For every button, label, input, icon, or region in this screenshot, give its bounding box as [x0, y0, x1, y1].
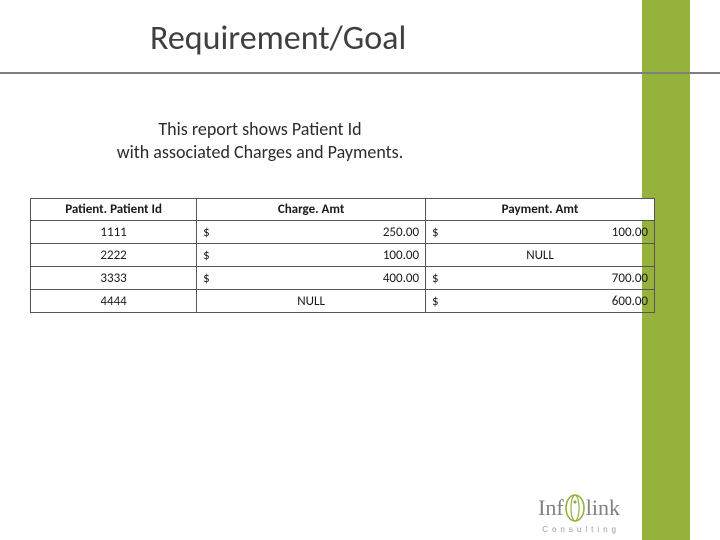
logo-prefix: Inf — [538, 495, 564, 521]
cell-charge-value: 100.00 — [227, 244, 426, 267]
cell-charge-value: 250.00 — [227, 221, 426, 244]
table-row: 4444NULL$600.00 — [31, 290, 655, 313]
desc-line-1: This report shows Patient Id — [158, 118, 361, 140]
cell-payment-null: NULL — [426, 244, 655, 267]
cell-payment-currency: $ — [426, 267, 456, 290]
table-row: 1111$250.00$100.00 — [31, 221, 655, 244]
cell-charge-null: NULL — [197, 290, 426, 313]
cell-payment-currency: $ — [426, 290, 456, 313]
table-row: 2222$100.00NULL — [31, 244, 655, 267]
cell-charge-currency: $ — [197, 244, 227, 267]
slide-description: This report shows Patient Id with associ… — [0, 118, 520, 163]
cell-patient-id: 4444 — [31, 290, 197, 313]
logo-swirl-icon — [564, 494, 586, 522]
cell-patient-id: 1111 — [31, 221, 197, 244]
cell-payment-value: 100.00 — [456, 221, 655, 244]
cell-payment-value: 700.00 — [456, 267, 655, 290]
col-charge-amt: Charge. Amt — [197, 199, 426, 221]
logo-subtitle: Consulting — [542, 525, 620, 534]
cell-charge-currency: $ — [197, 221, 227, 244]
table-row: 3333$400.00$700.00 — [31, 267, 655, 290]
col-payment-amt: Payment. Amt — [426, 199, 655, 221]
cell-charge-currency: $ — [197, 267, 227, 290]
desc-line-2: with associated Charges and Payments. — [117, 141, 404, 163]
table-header-row: Patient. Patient Id Charge. Amt Payment.… — [31, 199, 655, 221]
cell-patient-id: 3333 — [31, 267, 197, 290]
logo-suffix: link — [586, 495, 620, 521]
cell-payment-currency: $ — [426, 221, 456, 244]
cell-patient-id: 2222 — [31, 244, 197, 267]
cell-charge-value: 400.00 — [227, 267, 426, 290]
report-table: Patient. Patient Id Charge. Amt Payment.… — [30, 198, 655, 313]
brand-logo: Inf link — [538, 494, 620, 522]
slide-title: Requirement/Goal — [150, 18, 406, 59]
cell-payment-value: 600.00 — [456, 290, 655, 313]
title-underline — [0, 72, 720, 74]
col-patient-id: Patient. Patient Id — [31, 199, 197, 221]
